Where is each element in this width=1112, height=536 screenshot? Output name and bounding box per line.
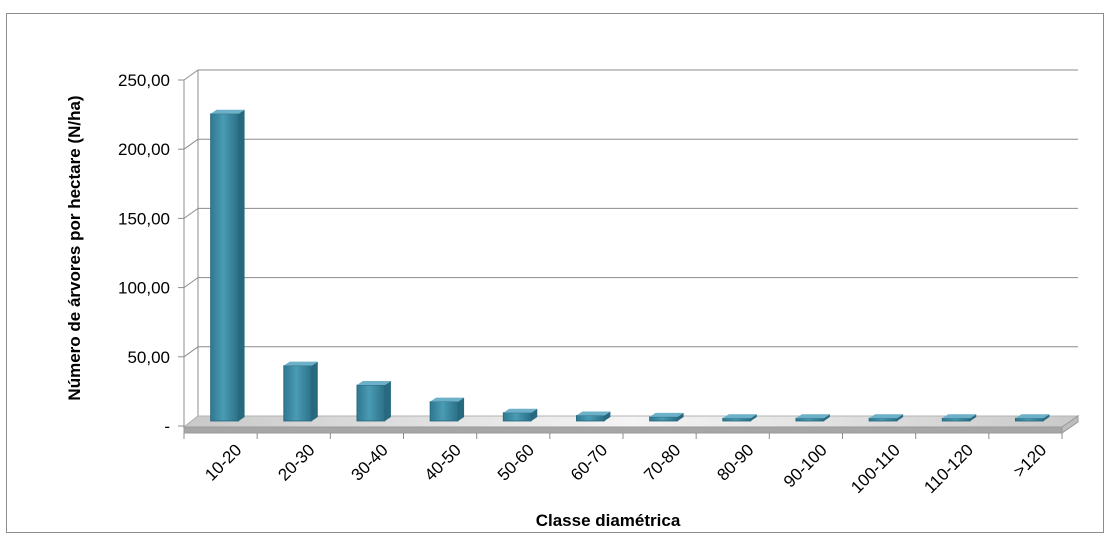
floor-front [183,426,1063,434]
x-axis-title: Classe diamétrica [536,511,681,530]
y-axis-title: Número de árvores por hectare (N/ha) [65,95,84,400]
x-tick-label: 20-30 [274,440,318,484]
x-tick-label: 40-50 [421,440,465,484]
gridline-side [183,207,199,219]
bar-top [1015,414,1050,419]
floor-side [1061,415,1079,434]
x-tick-label: 30-40 [348,440,392,484]
bar-top [942,414,977,419]
bar-side [604,411,611,421]
x-tick-label: 90-100 [780,440,831,491]
gridline-side [183,346,199,358]
bar-40-50 [429,397,465,422]
bar-side [1043,414,1050,421]
bar-60-70 [576,411,611,422]
bar-top [869,414,904,419]
bar-top [503,408,538,413]
bar-top [576,411,611,416]
x-tick-label: 60-70 [567,440,611,484]
y-tick-label: 200,00 [118,140,170,159]
gridline-side [183,69,199,81]
bar-30-40 [356,381,391,422]
y-tick-label: 50,00 [127,348,170,367]
bar-front [356,384,386,422]
bar-top [283,361,318,366]
bar-front [722,417,752,422]
bar-top [649,412,684,417]
bar-front [576,415,605,422]
chart-frame [6,13,1104,533]
bar-70-80 [649,412,684,422]
y-axis-ticks: - 50,00 100,00 150,00 200,00 250,00 [118,71,184,436]
bar-20-30 [283,361,318,422]
bar-front [795,417,825,422]
bar-10-20 [210,109,245,422]
bar->120 [1015,414,1050,422]
bar-80-90 [722,414,757,422]
bar-top [722,414,757,419]
bar-side [311,361,318,421]
x-tick-label: 80-90 [713,440,757,484]
x-axis-ticks: 10-20 20-30 30-40 40-50 50-60 60-70 70-80 80-90… [183,433,1063,497]
bar-top [430,397,465,402]
gridlines [183,69,1078,428]
bar-front [941,417,971,422]
bar-front [649,416,678,422]
bar-side [970,414,977,421]
bar-side [531,408,538,421]
bar-side [458,397,465,421]
bar-side [750,414,757,421]
x-tick-label: 110-120 [920,440,977,497]
bar-50-60 [502,408,538,422]
y-tick-label: 150,00 [118,209,170,228]
bar-top [210,109,245,114]
bar-top [356,381,391,386]
y-tick-label: 250,00 [118,71,170,90]
bar-side [238,109,245,421]
bar-110-120 [941,414,977,422]
bar-front [210,113,239,422]
bars [210,109,1050,422]
x-tick-label: 50-60 [494,440,538,484]
bar-top [795,414,830,419]
x-tick-label: >120 [1010,440,1051,481]
bar-90-100 [795,414,830,422]
y-tick-label: - [164,417,170,436]
bar-front [502,412,532,422]
x-tick-label: 10-20 [201,440,245,484]
bar-front [429,401,459,422]
bar-100-110 [868,414,904,422]
bar-side [384,381,391,421]
bar-front [868,417,898,422]
gridline-side [183,138,199,150]
bar-front [283,365,313,422]
bar-side [823,414,830,421]
y-tick-label: 100,00 [118,279,170,298]
x-tick-label: 70-80 [640,440,684,484]
bar-front [1015,417,1044,422]
gridline-side [183,277,199,289]
chart-floor [182,415,1080,434]
bar-side [897,414,904,421]
bar-side [677,412,684,421]
x-tick-label: 100-110 [847,440,904,497]
